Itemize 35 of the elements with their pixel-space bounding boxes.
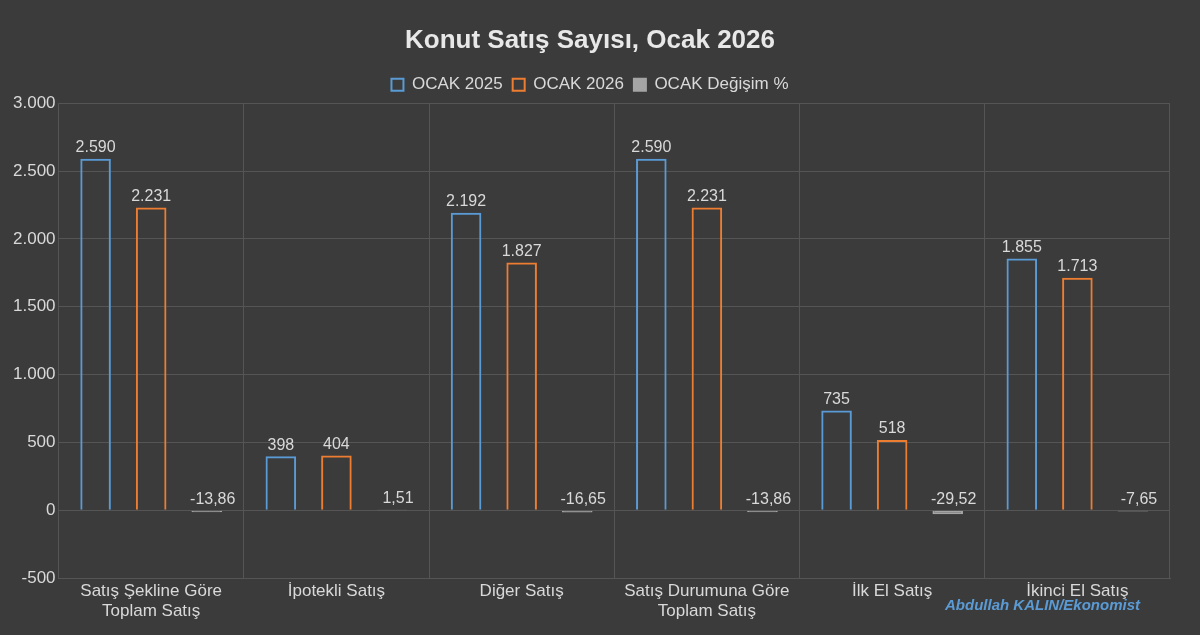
data-label: -7,65 (1120, 490, 1158, 508)
data-label: 398 (267, 435, 295, 453)
x-tick-label: Satış Şekline Göre Toplam Satış (80, 581, 223, 621)
chart-title: Konut Satış Sayısı, Ocak 2026 (405, 23, 775, 54)
data-label: 1.713 (1057, 257, 1098, 275)
data-label: -29,52 (931, 490, 977, 508)
data-label: -16,65 (560, 490, 606, 508)
y-tick-label: 2.000 (12, 228, 56, 248)
data-label: 2.590 (631, 138, 672, 156)
data-label: -13,86 (190, 490, 236, 508)
data-label: -13,86 (745, 490, 792, 508)
data-label: 1.855 (1001, 238, 1042, 255)
x-tick-label: Diğer Satış (479, 581, 564, 601)
y-tick-label: 2.500 (12, 160, 56, 180)
data-label: 1,51 (382, 489, 414, 507)
y-tick-label: 3.000 (12, 92, 56, 112)
x-tick-label: İpotekli Satış (287, 581, 386, 601)
x-tick-label: Satış Durumuna Göre Toplam Satış (624, 581, 790, 621)
data-label: 2.231 (686, 186, 728, 204)
data-label: 2.192 (446, 192, 487, 210)
y-tick-label: 0 (46, 500, 56, 520)
legend-label: OCAK Değişim % (654, 74, 789, 94)
y-tick-label: 1.000 (12, 364, 56, 384)
y-tick-label: -500 (21, 567, 56, 587)
data-label: 2.231 (131, 186, 172, 204)
data-label: 735 (823, 390, 851, 407)
x-tick-label: İlk El Satış (851, 581, 933, 601)
legend-label: OCAK 2026 (533, 74, 624, 94)
data-label: 2.590 (75, 138, 116, 156)
data-label: 1.827 (501, 241, 542, 259)
data-label: 404 (323, 434, 350, 452)
legend-label: OCAK 2025 (411, 74, 503, 94)
data-label: 518 (878, 419, 906, 437)
y-tick-label: 500 (27, 432, 56, 452)
y-tick-label: 1.500 (12, 296, 56, 316)
